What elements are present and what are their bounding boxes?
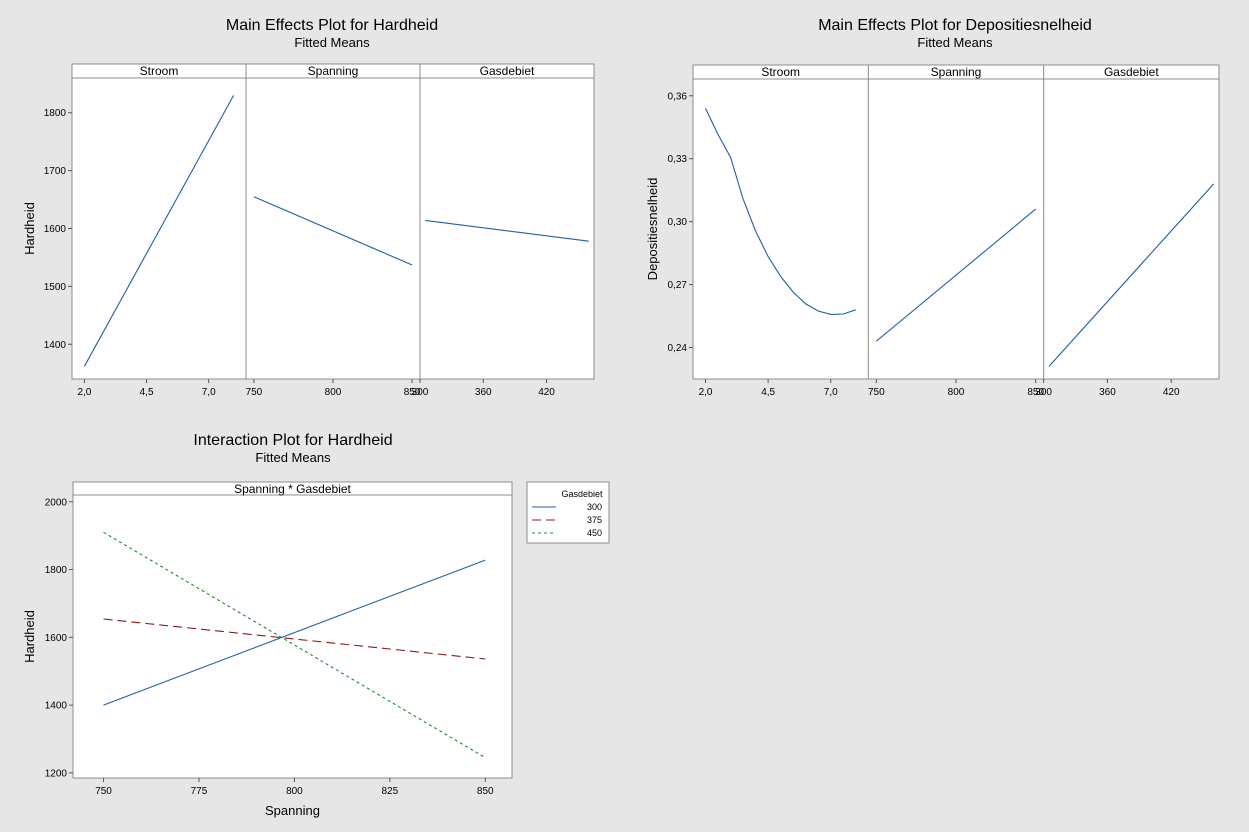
panel-strip-label: Stroom	[761, 65, 800, 79]
x-tick-label: 300	[412, 387, 429, 398]
x-tick-label: 850	[404, 387, 421, 398]
legend: Gasdebiet 300 375 450	[526, 481, 610, 544]
chart-subtitle: Fitted Means	[917, 35, 993, 50]
y-tick-label: 1800	[44, 108, 67, 119]
series-line-450	[103, 531, 486, 759]
legend-entry: 300	[587, 502, 602, 512]
x-tick-label: 775	[191, 786, 208, 797]
y-tick-label: 0,36	[668, 91, 688, 102]
x-tick-label: 420	[1163, 387, 1180, 398]
x-tick-label: 750	[868, 387, 885, 398]
chart-title: Main Effects Plot for Depositiesnelheid	[818, 17, 1092, 34]
x-tick-label: 850	[477, 786, 494, 797]
panel-strip-label: Gasdebiet	[480, 64, 535, 78]
x-tick-label: 300	[1035, 387, 1052, 398]
panel-strip-label: Spanning	[931, 65, 982, 79]
series-line-spanning	[875, 208, 1037, 342]
x-axis-label: Spanning	[265, 803, 320, 818]
series-line-375	[103, 618, 486, 660]
y-tick-label: 1400	[45, 701, 68, 712]
series-line-stroom	[705, 108, 856, 315]
y-tick-label: 1500	[44, 282, 67, 293]
panel-strip-label: Spanning	[308, 64, 359, 78]
x-tick-label: 4,5	[761, 387, 775, 398]
y-tick-label: 1700	[44, 166, 67, 177]
x-tick-label: 850	[1027, 387, 1044, 398]
y-tick-label: 0,24	[668, 343, 688, 354]
series-line-spanning	[253, 196, 413, 266]
legend-entry: 375	[587, 515, 602, 525]
series-line-stroom	[83, 95, 235, 367]
x-tick-label: 360	[475, 387, 492, 398]
x-tick-label: 800	[286, 786, 303, 797]
chart-title: Main Effects Plot for Hardheid	[226, 17, 438, 34]
series-line-gasdebiet	[425, 219, 589, 242]
y-axis-label: Depositiesnelheid	[645, 178, 660, 281]
chart-subtitle: Fitted Means	[294, 35, 370, 50]
x-tick-label: 420	[538, 387, 555, 398]
y-tick-label: 1600	[45, 633, 68, 644]
x-tick-label: 750	[246, 387, 263, 398]
y-tick-label: 0,33	[668, 154, 688, 165]
plot-frame	[692, 64, 1220, 380]
plot-frame	[71, 63, 595, 380]
y-axis-label: Hardheid	[22, 202, 37, 255]
x-tick-label: 360	[1099, 387, 1116, 398]
panel-strip-label: Gasdebiet	[1104, 65, 1159, 79]
y-axis-label: Hardheid	[22, 610, 37, 663]
y-tick-label: 0,30	[668, 217, 688, 228]
plot-frame	[72, 481, 513, 779]
chart-title: Interaction Plot for Hardheid	[193, 432, 392, 449]
x-tick-label: 800	[948, 387, 965, 398]
x-tick-label: 800	[325, 387, 342, 398]
panel-strip-label: Spanning * Gasdebiet	[234, 482, 351, 496]
y-tick-label: 1400	[44, 340, 67, 351]
x-tick-label: 2,0	[699, 387, 713, 398]
x-tick-label: 750	[95, 786, 112, 797]
x-tick-label: 2,0	[77, 387, 91, 398]
x-tick-label: 7,0	[824, 387, 838, 398]
y-tick-label: 1800	[45, 565, 68, 576]
y-tick-label: 1200	[45, 768, 68, 779]
legend-entry: 450	[587, 528, 602, 538]
series-line-gasdebiet	[1048, 183, 1215, 367]
chart-subtitle: Fitted Means	[255, 450, 331, 465]
y-tick-label: 0,27	[668, 280, 688, 291]
y-tick-label: 1600	[44, 224, 67, 235]
series-line-300	[103, 559, 486, 706]
x-tick-label: 7,0	[202, 387, 216, 398]
legend-title: Gasdebiet	[561, 489, 603, 499]
x-tick-label: 4,5	[140, 387, 154, 398]
main-effects-chart-1: Main Effects Plot for DepositiesnelheidF…	[645, 17, 1220, 398]
y-tick-label: 2000	[45, 497, 68, 508]
x-tick-label: 825	[381, 786, 398, 797]
panel-strip-label: Stroom	[140, 64, 179, 78]
